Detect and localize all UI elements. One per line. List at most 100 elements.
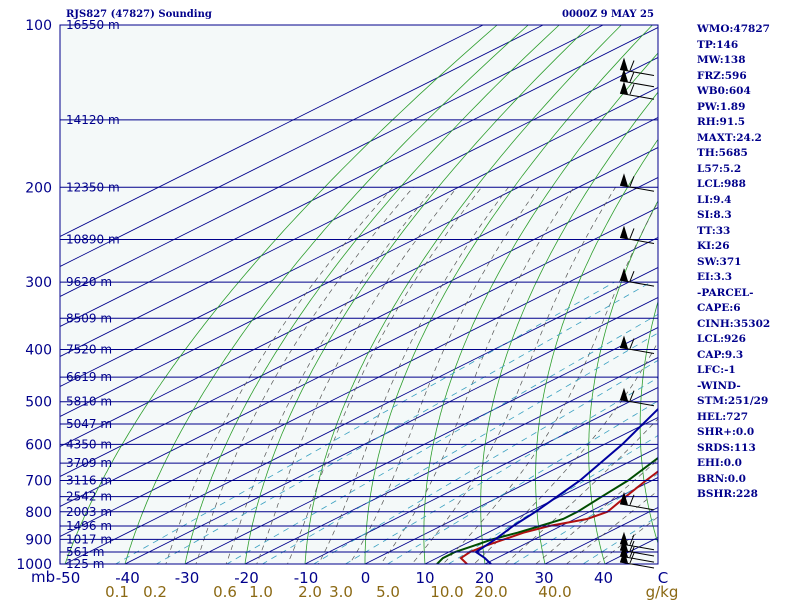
isotherm xyxy=(304,387,658,564)
isotherm xyxy=(244,357,658,564)
height-label: 6619 m xyxy=(66,370,112,384)
height-label: 7520 m xyxy=(66,343,112,357)
index-item: CINH:35302 xyxy=(697,317,771,330)
isotherm xyxy=(64,267,658,564)
pressure-tick-label: 300 xyxy=(25,275,52,291)
index-item: SRDS:113 xyxy=(697,441,756,454)
index-item: CAP:9.3 xyxy=(697,348,744,361)
index-item: BSHR:228 xyxy=(697,488,758,500)
mixing-ratio-line xyxy=(114,281,615,564)
dry-adiabat xyxy=(423,52,658,564)
wind-barb xyxy=(619,68,655,88)
wind-barb xyxy=(619,268,655,287)
isotherm xyxy=(124,297,658,564)
height-label: 4350 m xyxy=(66,437,112,451)
dry-adiabat xyxy=(124,25,529,564)
axis-labels: 16550 m 14120 m 12350 m 10890 m 9620 m 8509 m… xyxy=(16,18,678,600)
index-item: LFC:-1 xyxy=(697,364,736,376)
wind-barb xyxy=(619,387,655,407)
moist-adiabat xyxy=(565,490,658,564)
height-label: 2542 m xyxy=(66,490,112,504)
index-item: KI:26 xyxy=(697,240,730,252)
isotherm xyxy=(60,147,658,447)
station-title: RJS827 (47827) Sounding xyxy=(66,9,212,20)
index-item: WB0:604 xyxy=(697,85,751,97)
height-label: 1017 m xyxy=(66,532,112,546)
mixing-ratio-label: g/kg xyxy=(646,583,679,600)
isotherm xyxy=(60,27,658,327)
mixing-ratio-line xyxy=(447,435,658,564)
moist-adiabat xyxy=(318,187,509,564)
height-label: 10890 m xyxy=(66,232,120,246)
height-label: 125 m xyxy=(66,557,104,571)
temperature-tick-label: 20 xyxy=(475,569,494,587)
mixing-ratio-line xyxy=(344,377,658,564)
height-label: 8509 m xyxy=(66,311,112,325)
temperature-tick-label: 0 xyxy=(361,569,371,587)
valid-time: 0000Z 9 MAY 25 xyxy=(562,9,654,20)
pressure-tick-label: 700 xyxy=(25,474,52,490)
index-item: CAPE:6 xyxy=(697,302,741,314)
isotherm xyxy=(60,25,604,297)
temperature-tick-label: -30 xyxy=(175,569,200,587)
pressure-tick-label: 200 xyxy=(25,180,52,196)
mixing-ratio-line xyxy=(261,332,658,564)
index-item: MAXT:24.2 xyxy=(697,131,762,144)
index-item: TP:146 xyxy=(697,38,739,51)
height-label: 1496 m xyxy=(66,519,112,533)
index-item: PW:1.89 xyxy=(697,100,746,113)
wind-barb xyxy=(619,531,655,551)
mixing-ratio-label: 20.0 xyxy=(474,583,507,600)
mixing-ratio-label: 1.0 xyxy=(249,583,273,600)
temperature-tick-label: 10 xyxy=(415,569,434,587)
mixing-ratio-line xyxy=(582,515,658,564)
height-label: 561 m xyxy=(66,545,104,559)
index-item: RH:91.5 xyxy=(697,116,746,128)
isotherm xyxy=(60,25,484,237)
plot-frame xyxy=(59,24,659,565)
temperature-tick-label: -50 xyxy=(56,569,81,587)
isotherm xyxy=(60,25,544,267)
wind-barb xyxy=(619,81,655,100)
wind-barbs xyxy=(619,57,655,569)
dry-adiabat xyxy=(639,300,658,545)
isotherm xyxy=(424,447,658,564)
index-item: TH:5685 xyxy=(697,147,748,159)
isotherm xyxy=(60,177,658,477)
index-item: FRZ:596 xyxy=(697,69,747,82)
pressure-tick-label: 100 xyxy=(25,18,52,34)
mixing-ratio-line xyxy=(512,473,658,564)
mixing-ratio-line xyxy=(226,313,658,564)
dry-adiabat xyxy=(364,25,653,564)
isotherm xyxy=(60,57,658,357)
dry-adiabat xyxy=(304,25,622,564)
pressure-unit-label: mb xyxy=(31,568,55,586)
wind-barb xyxy=(619,335,655,355)
index-item: MW:138 xyxy=(697,54,746,66)
mixing-ratio-label: 2.0 xyxy=(298,583,322,600)
isotherm xyxy=(60,207,658,507)
isotherm xyxy=(364,417,658,564)
moist-adiabat xyxy=(195,187,414,564)
index-item: TT:33 xyxy=(697,224,731,237)
dry-adiabat xyxy=(480,91,658,564)
index-item: L57:5.2 xyxy=(697,162,742,175)
plot-background xyxy=(60,25,658,564)
pressure-tick-label: 500 xyxy=(25,395,52,411)
height-label: 2003 m xyxy=(66,505,112,519)
index-item: EHI:0.0 xyxy=(697,457,742,469)
temperature-tick-label: 30 xyxy=(534,569,553,587)
mixing-ratio-label: 0.6 xyxy=(213,583,237,600)
dry-adiabat xyxy=(588,200,658,564)
index-item: LI:9.4 xyxy=(697,193,732,206)
dry-adiabat xyxy=(64,25,498,564)
height-label: 3116 m xyxy=(66,474,112,488)
height-label: 9620 m xyxy=(66,275,112,289)
dry-adiabat xyxy=(244,25,591,564)
index-item: HEL:727 xyxy=(697,410,749,423)
mixing-ratio-label: 40.0 xyxy=(538,583,571,600)
wind-barb xyxy=(619,491,655,511)
mixing-ratio-label: 0.1 xyxy=(105,583,129,600)
indices-panel: WMO:47827 TP:146 MW:138 FRZ:596 WB0:604 PW:1.… xyxy=(697,22,797,503)
